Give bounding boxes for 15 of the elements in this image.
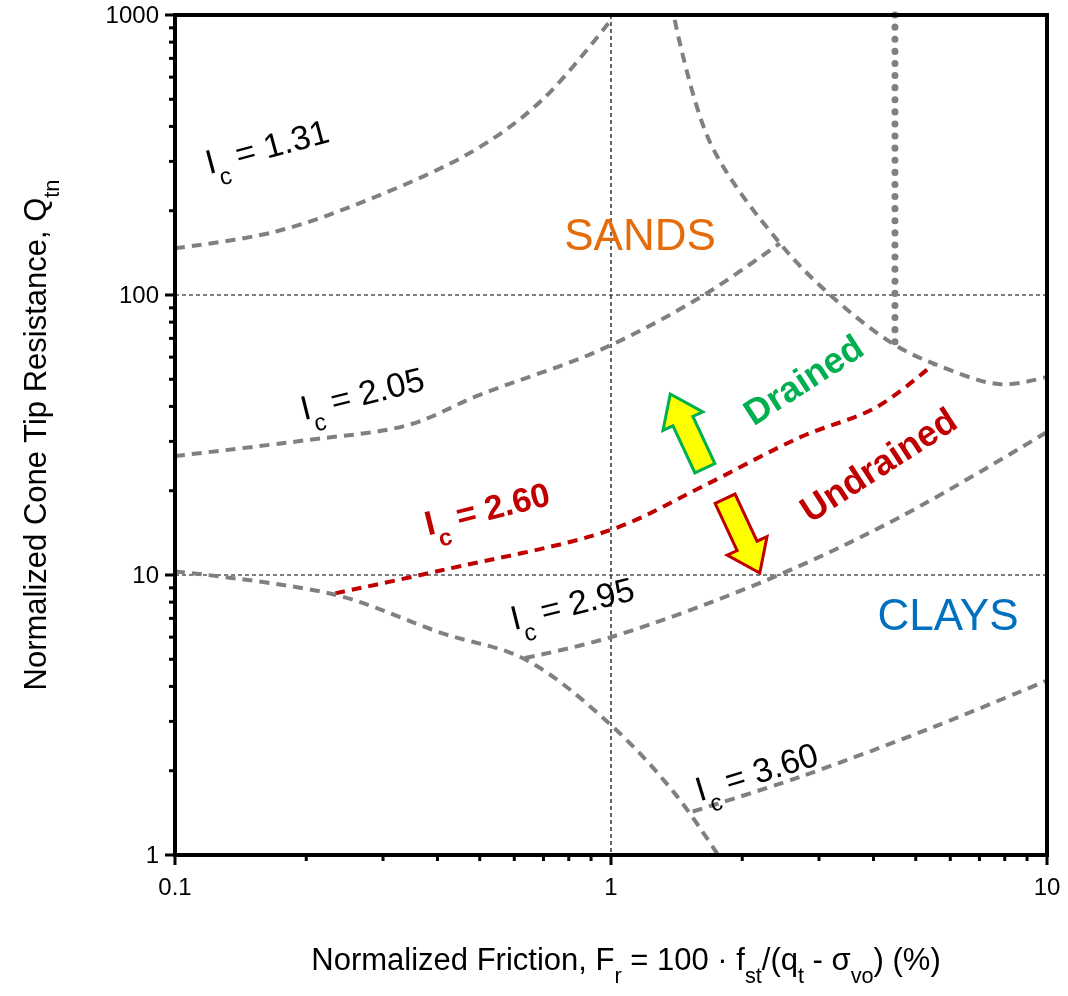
text: I$_{c}$ = 3.60 bbox=[690, 734, 823, 817]
y-tick-label: 1 bbox=[145, 841, 159, 868]
annotation: SANDS bbox=[564, 210, 716, 259]
x-tick-label: 10 bbox=[1033, 873, 1061, 900]
y-tick-label: 10 bbox=[132, 561, 159, 588]
x-tick-label: 0.1 bbox=[158, 873, 192, 900]
annotation: CLAYS bbox=[877, 590, 1019, 639]
y-tick-label: 100 bbox=[118, 281, 159, 308]
text: I$_{c}$ = 2.05 bbox=[296, 359, 428, 436]
text: I$_{c}$ = 1.31 bbox=[200, 111, 333, 190]
text: I$_{c}$ = 2.95 bbox=[506, 569, 638, 646]
y-tick-label: 1000 bbox=[105, 1, 159, 28]
text: Normalized Friction, F$_{r}$ = 100 · f$_{st}$/(q$_{t}$ - σ$_{vo}$) (%) bbox=[311, 942, 941, 988]
text: I$_{c}$ = 2.60 bbox=[420, 474, 554, 552]
x-tick-label: 1 bbox=[604, 873, 618, 900]
